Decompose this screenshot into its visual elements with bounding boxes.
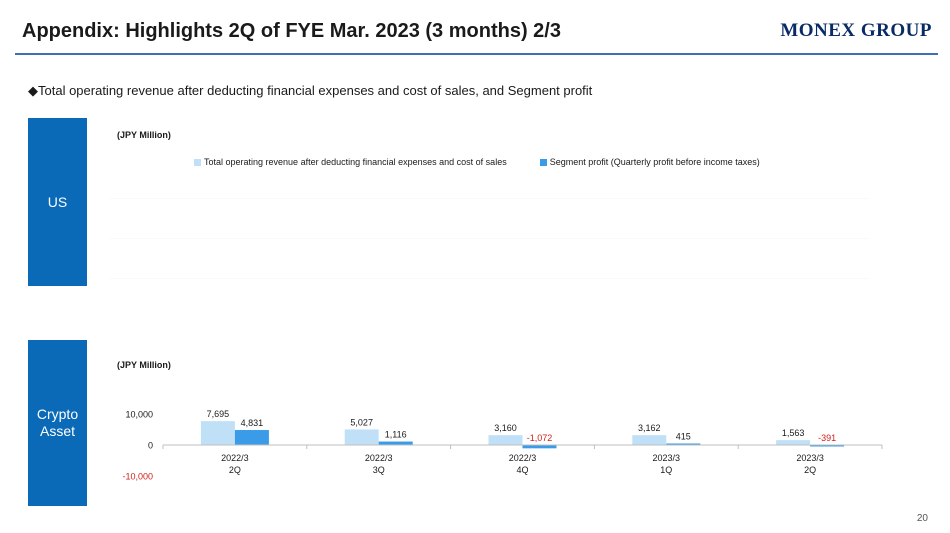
segment-label-us: US bbox=[28, 118, 87, 286]
data-label-segment-profit: 1,116 bbox=[385, 430, 407, 440]
data-label-revenue: 7,695 bbox=[207, 409, 230, 419]
x-category-label-year: 2022/3 bbox=[365, 453, 393, 463]
page-title: Appendix: Highlights 2Q of FYE Mar. 2023… bbox=[22, 20, 561, 42]
us-chart-faded-area bbox=[110, 178, 890, 283]
section-subtitle: ◆Total operating revenue after deducting… bbox=[28, 83, 593, 98]
legend-swatch-profit bbox=[539, 158, 547, 166]
data-label-revenue: 1,563 bbox=[782, 428, 805, 438]
bar-revenue bbox=[776, 440, 811, 445]
legend-swatch-revenue bbox=[194, 158, 201, 166]
legend-item-profit: Segment profit (Quarterly profit before … bbox=[539, 157, 760, 167]
bar-segment-profit bbox=[522, 445, 557, 449]
bar-revenue bbox=[632, 435, 667, 445]
us-unit-label: (JPY Million) bbox=[117, 130, 171, 140]
monex-group-logo: MONEX GROUP bbox=[780, 20, 932, 41]
x-category-label-quarter: 1Q bbox=[660, 465, 672, 475]
us-chart-faded-line bbox=[110, 198, 870, 199]
us-chart-faded-line bbox=[110, 278, 870, 279]
data-label-segment-profit: -1,072 bbox=[527, 433, 553, 443]
us-chart-faded-line bbox=[110, 238, 870, 239]
y-tick-label: -10,000 bbox=[122, 472, 153, 482]
x-category-label-quarter: 2Q bbox=[229, 465, 241, 475]
legend-label-revenue: Total operating revenue after deducting … bbox=[204, 157, 507, 167]
data-label-segment-profit: -391 bbox=[818, 433, 836, 443]
bar-revenue bbox=[344, 429, 379, 445]
page-number: 20 bbox=[916, 513, 928, 524]
legend-item-revenue: Total operating revenue after deducting … bbox=[194, 157, 507, 167]
data-label-revenue: 3,160 bbox=[494, 423, 517, 433]
x-category-label-year: 2022/3 bbox=[221, 453, 249, 463]
x-category-label-year: 2023/3 bbox=[653, 453, 681, 463]
legend-label-profit: Segment profit (Quarterly profit before … bbox=[549, 157, 760, 167]
bar-revenue bbox=[200, 421, 235, 445]
x-category-label-year: 2022/3 bbox=[509, 453, 537, 463]
x-category-label-quarter: 2Q bbox=[804, 465, 816, 475]
bar-segment-profit bbox=[810, 445, 845, 447]
x-category-label-quarter: 3Q bbox=[373, 465, 385, 475]
segment-label-crypto: Crypto Asset bbox=[28, 340, 87, 506]
segment-label-crypto-line1: Crypto bbox=[36, 406, 79, 422]
data-label-segment-profit: 4,831 bbox=[241, 418, 264, 428]
bar-segment-profit bbox=[378, 441, 413, 445]
us-chart-legend: Total operating revenue after deducting … bbox=[194, 157, 793, 167]
segment-label-us-text: US bbox=[47, 193, 68, 210]
segment-label-crypto-text: Crypto Asset bbox=[37, 406, 78, 440]
data-label-revenue: 3,162 bbox=[638, 423, 661, 433]
data-label-segment-profit: 415 bbox=[676, 432, 691, 442]
x-category-label-quarter: 4Q bbox=[516, 465, 528, 475]
bar-segment-profit bbox=[666, 443, 701, 445]
x-category-label-year: 2023/3 bbox=[796, 453, 824, 463]
bar-revenue bbox=[488, 435, 523, 445]
bar-segment-profit bbox=[234, 430, 269, 445]
y-tick-label: 0 bbox=[148, 441, 153, 451]
data-label-revenue: 5,027 bbox=[350, 417, 373, 427]
crypto-unit-label: (JPY Million) bbox=[117, 360, 171, 370]
segment-label-crypto-line2: Asset bbox=[39, 423, 75, 439]
y-tick-label: 10,000 bbox=[125, 410, 153, 420]
title-divider bbox=[15, 53, 938, 55]
